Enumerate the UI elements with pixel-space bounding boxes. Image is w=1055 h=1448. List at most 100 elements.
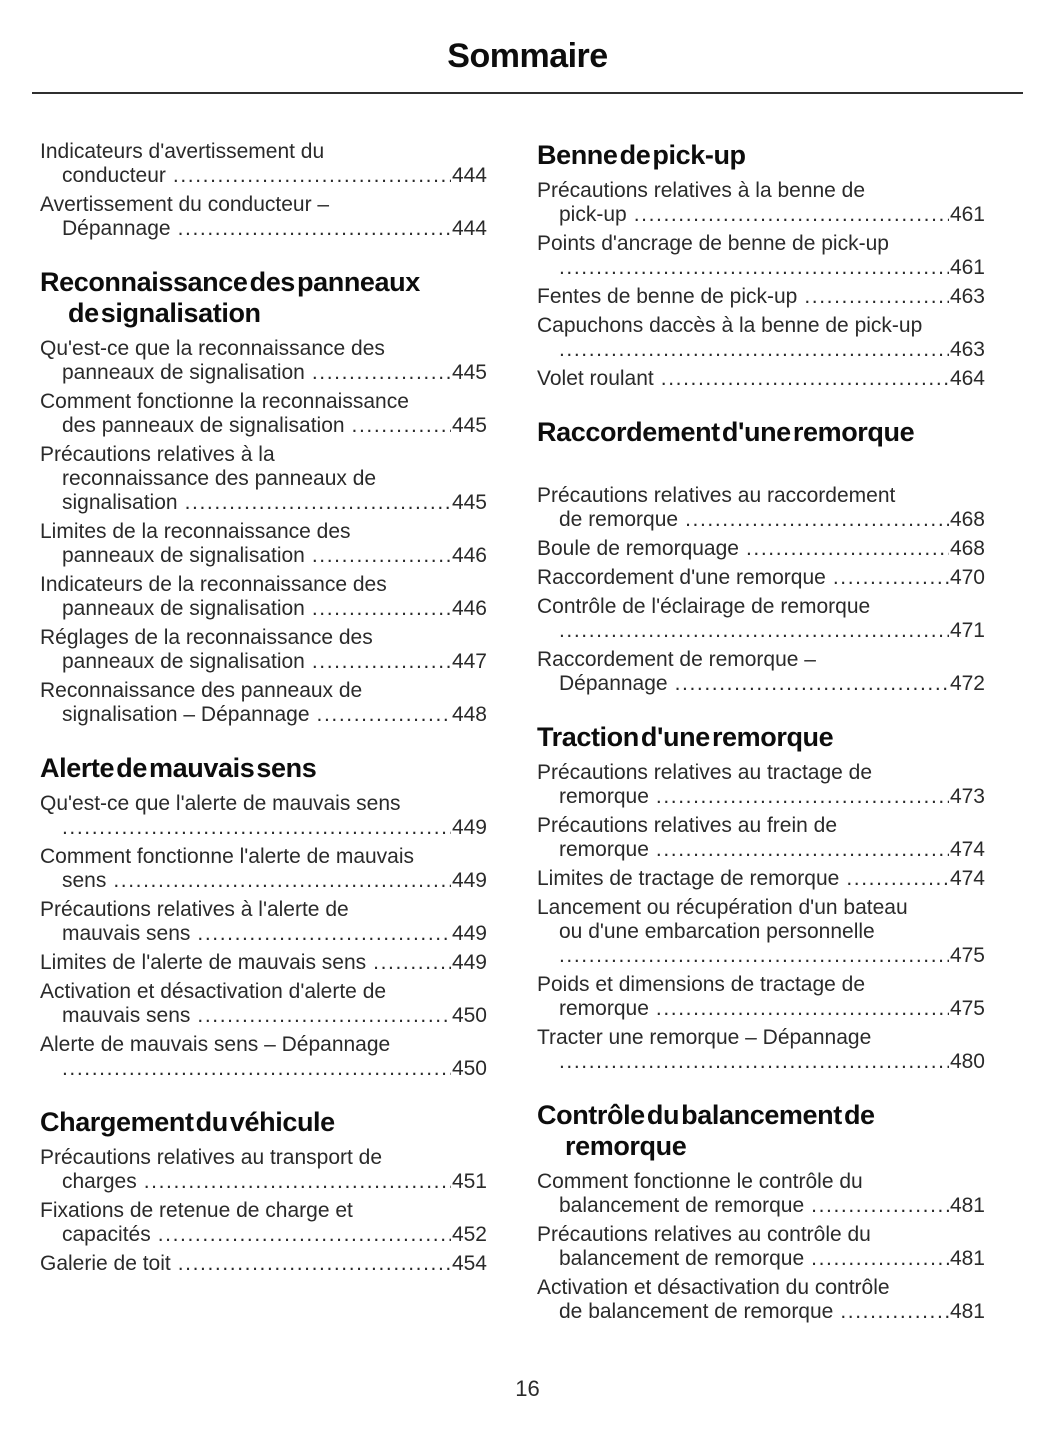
toc-section: Benne de pick-up Précautions relatives à … xyxy=(537,140,985,391)
toc-entry[interactable]: Comment fonctionne la reconnaissance des … xyxy=(40,390,487,438)
toc-entry[interactable]: Qu'est-ce que l'alerte de mauvais sens 44… xyxy=(40,792,487,840)
toc-entry[interactable]: Limites de l'alerte de mauvais sens 449 xyxy=(40,951,487,975)
toc-entry[interactable]: Comment fonctionne le contrôle du balance… xyxy=(537,1170,985,1218)
dot-leader xyxy=(144,1170,451,1194)
toc-entry[interactable]: Fentes de benne de pick-up 463 xyxy=(537,285,985,309)
toc-entry[interactable]: Fixations de retenue de charge et capacit… xyxy=(40,1199,487,1247)
toc-entry-text: Dépannage xyxy=(559,672,668,695)
dot-leader xyxy=(373,951,451,975)
toc-entry[interactable]: Précautions relatives au raccordement de … xyxy=(537,484,985,532)
dot-leader xyxy=(804,285,949,309)
toc-entry[interactable]: Volet roulant 464 xyxy=(537,367,985,391)
toc-column-right: Benne de pick-up Précautions relatives à … xyxy=(537,140,985,1329)
toc-entry-text: Contrôle de l'éclairage de remorque xyxy=(537,595,871,618)
dot-leader xyxy=(62,1057,451,1081)
toc-entry[interactable]: Galerie de toit 454 xyxy=(40,1252,487,1276)
dot-leader xyxy=(158,1223,451,1247)
toc-entry-lastline: charges 451 xyxy=(40,1170,487,1194)
dot-leader xyxy=(197,1004,451,1028)
section-heading-line: Traction d'une remorque xyxy=(537,722,834,752)
toc-entry[interactable]: Contrôle de l'éclairage de remorque 471 xyxy=(537,595,985,643)
toc-entry-text: conducteur xyxy=(62,164,166,187)
toc-entry-lastline: signalisation 445 xyxy=(40,491,487,515)
toc-entry-text: panneaux de signalisation xyxy=(62,544,305,567)
toc-entry-text: Capuchons daccès à la benne de pick-up xyxy=(537,314,923,337)
page-number-ref: 444 xyxy=(451,217,487,240)
toc-entry[interactable]: Précautions relatives au transport de cha… xyxy=(40,1146,487,1194)
dot-leader xyxy=(685,508,949,532)
page-number-ref: 472 xyxy=(949,672,985,695)
toc-entry-text: de balancement de remorque xyxy=(559,1300,834,1323)
toc-entry[interactable]: Activation et désactivation d'alerte de m… xyxy=(40,980,487,1028)
toc-entry-lastline: pick-up 461 xyxy=(537,203,985,227)
toc-entry[interactable]: Précautions relatives au tractage de remo… xyxy=(537,761,985,809)
section-heading: Chargement du véhicule xyxy=(40,1107,487,1138)
toc-entry[interactable]: Lancement ou récupération d'un bateau ou … xyxy=(537,896,985,968)
page-number-ref: 451 xyxy=(451,1170,487,1193)
toc-entry[interactable]: Avertissement du conducteur –Dépannage 44… xyxy=(40,193,487,241)
toc-entry[interactable]: Précautions relatives au contrôle du bala… xyxy=(537,1223,985,1271)
dot-leader xyxy=(634,203,949,227)
toc-entry-lastline: conducteur 444 xyxy=(40,164,487,188)
page-number-ref: 481 xyxy=(949,1194,985,1217)
toc-entry[interactable]: Points d'ancrage de benne de pick-up 461 xyxy=(537,232,985,280)
toc-entry[interactable]: Précautions relatives au frein de remorqu… xyxy=(537,814,985,862)
section-heading-line: Chargement du véhicule xyxy=(40,1107,335,1137)
toc-section: Alerte de mauvais sens Qu'est-ce que l'al… xyxy=(40,753,487,1081)
page-number-ref: 450 xyxy=(451,1057,487,1080)
page-number-ref: 450 xyxy=(451,1004,487,1027)
toc-entry[interactable]: Tracter une remorque – Dépannage 480 xyxy=(537,1026,985,1074)
toc-entry[interactable]: Poids et dimensions de tractage de remorq… xyxy=(537,973,985,1021)
toc-entry[interactable]: Indicateurs d'avertissement du conducteur… xyxy=(40,140,487,188)
page-number-ref: 480 xyxy=(949,1050,985,1073)
toc-entry-lastline: panneaux de signalisation 446 xyxy=(40,597,487,621)
toc-entry[interactable]: Comment fonctionne l'alerte de mauvais se… xyxy=(40,845,487,893)
toc-entry-lastline: 471 xyxy=(537,619,985,643)
section-heading: Raccordement d'une remorque xyxy=(537,417,985,448)
page-number-ref: 475 xyxy=(949,944,985,967)
toc-entry[interactable]: Qu'est-ce que la reconnaissance des panne… xyxy=(40,337,487,385)
toc-entry[interactable]: Indicateurs de la reconnaissance des pann… xyxy=(40,573,487,621)
page-number-ref: 445 xyxy=(451,414,487,437)
toc-entry-lastline: Volet roulant 464 xyxy=(537,367,985,391)
toc-entry-text: des panneaux de signalisation xyxy=(62,414,345,437)
page-number-ref: 475 xyxy=(949,997,985,1020)
toc-entry-text: Raccordement de remorque – xyxy=(537,648,816,671)
page-number-ref: 474 xyxy=(949,867,985,890)
page-header: Sommaire xyxy=(0,0,1055,94)
toc-entry[interactable]: Activation et désactivation du contrôle d… xyxy=(537,1276,985,1324)
toc-entry[interactable]: Précautions relatives à la benne de pick-… xyxy=(537,179,985,227)
toc-entry[interactable]: Réglages de la reconnaissance des panneau… xyxy=(40,626,487,674)
toc-entry-lastline: panneaux de signalisation 445 xyxy=(40,361,487,385)
toc-entry-text: de remorque xyxy=(559,508,679,531)
dot-leader xyxy=(559,1050,949,1074)
toc-entry-text: Indicateurs de la reconnaissance des xyxy=(40,573,387,596)
toc-entry[interactable]: Raccordement d'une remorque 470 xyxy=(537,566,985,590)
toc-entry[interactable]: Raccordement de remorque –Dépannage 472 xyxy=(537,648,985,696)
page-number-ref: 454 xyxy=(451,1252,487,1275)
toc-entry-text: Qu'est-ce que la reconnaissance des xyxy=(40,337,385,360)
toc-entry[interactable]: Reconnaissance des panneaux de signalisat… xyxy=(40,679,487,727)
toc-entry[interactable]: Alerte de mauvais sens – Dépannage 450 xyxy=(40,1033,487,1081)
toc-entry-lastline: des panneaux de signalisation 445 xyxy=(40,414,487,438)
toc-entry-lastline: 449 xyxy=(40,816,487,840)
toc-entry[interactable]: Précautions relatives à la reconnaissance… xyxy=(40,443,487,515)
toc-section: Raccordement d'une remorque Précautions r… xyxy=(537,417,985,696)
page-footer: 16 xyxy=(0,1376,1055,1402)
toc-entry-lastline: de balancement de remorque 481 xyxy=(537,1300,985,1324)
page-title: Sommaire xyxy=(447,37,608,75)
toc-entry[interactable]: Boule de remorquage 468 xyxy=(537,537,985,561)
toc-entry-text: Comment fonctionne la reconnaissance xyxy=(40,390,409,413)
toc-entry[interactable]: Limites de tractage de remorque 474 xyxy=(537,867,985,891)
toc-entry[interactable]: Précautions relatives à l'alerte de mauva… xyxy=(40,898,487,946)
toc-entry-lastline: balancement de remorque 481 xyxy=(537,1247,985,1271)
toc-entry-text: Activation et désactivation d'alerte de xyxy=(40,980,387,1003)
toc-entry[interactable]: Limites de la reconnaissance des panneaux… xyxy=(40,520,487,568)
dot-leader xyxy=(178,1252,451,1276)
section-heading: Benne de pick-up xyxy=(537,140,985,171)
toc-entry[interactable]: Capuchons daccès à la benne de pick-up 46… xyxy=(537,314,985,362)
toc-entry-lastline: remorque 473 xyxy=(537,785,985,809)
page-number-ref: 461 xyxy=(949,256,985,279)
page-number-ref: 449 xyxy=(451,951,487,974)
section-heading-line: Raccordement d'une remorque xyxy=(537,417,915,447)
